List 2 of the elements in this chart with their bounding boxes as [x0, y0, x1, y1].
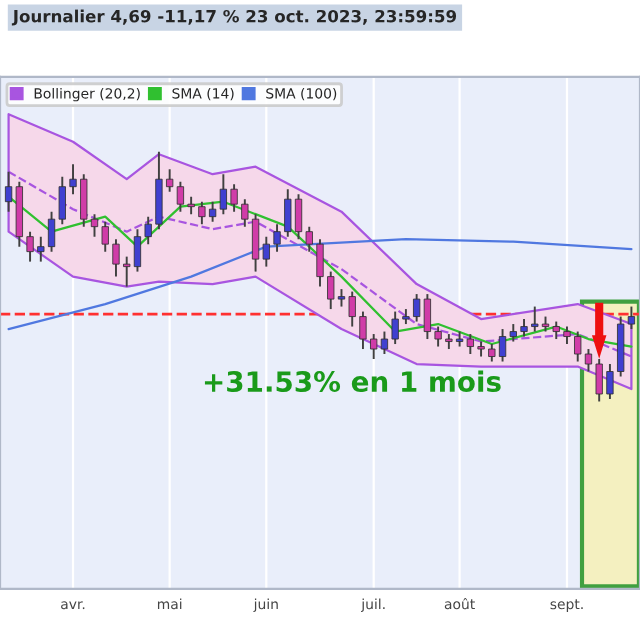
annotation: +31.53% en 1 mois — [204, 370, 501, 393]
chart-title: Journalier 4,69 -11,17 % 23 oct. 2023, 23:59:59 — [11, 9, 457, 26]
